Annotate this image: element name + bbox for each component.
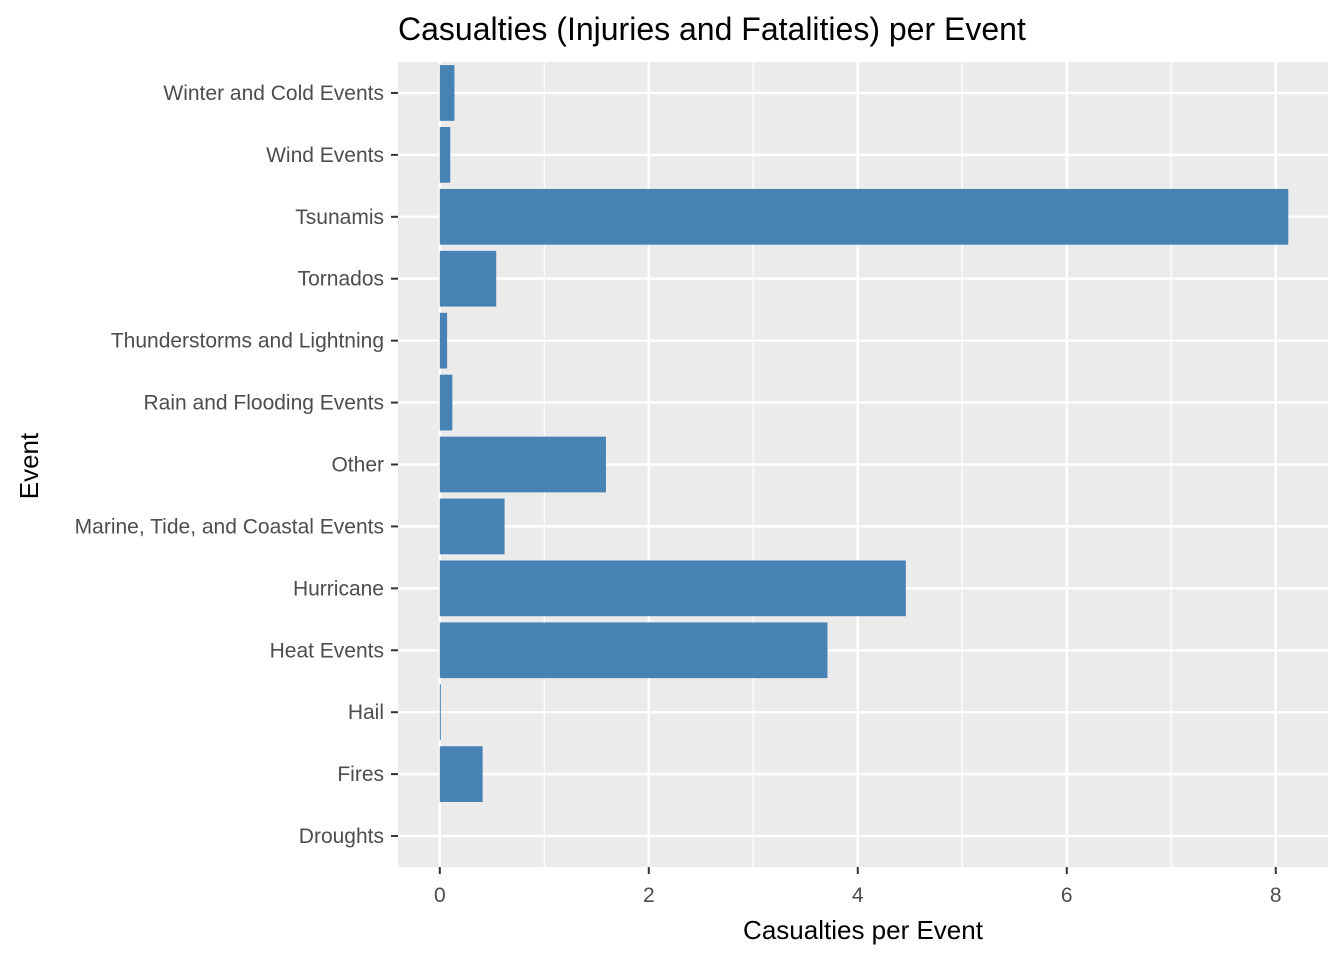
- y-tick-label: Tornados: [298, 268, 384, 291]
- y-tick-label: Hail: [348, 701, 384, 724]
- bar-other: [440, 437, 606, 493]
- y-tick-label: Other: [331, 454, 384, 477]
- y-tick-label: Hurricane: [293, 577, 384, 600]
- y-tick-label: Heat Events: [270, 639, 384, 662]
- y-tick-label: Fires: [337, 763, 384, 786]
- x-tick-label: 2: [643, 884, 655, 907]
- x-tick-label: 8: [1270, 884, 1282, 907]
- bar-fires: [440, 746, 483, 802]
- y-tick-label: Winter and Cold Events: [163, 82, 384, 105]
- bar-rain-and-flooding-events: [440, 375, 453, 431]
- bar-hail: [440, 684, 441, 740]
- bar-tsunamis: [440, 189, 1288, 245]
- x-axis-title: Casualties per Event: [743, 915, 984, 945]
- y-axis-title: Event: [14, 432, 44, 499]
- y-tick-label: Droughts: [299, 825, 384, 848]
- x-tick-label: 4: [852, 884, 864, 907]
- chart-title: Casualties (Injuries and Fatalities) per…: [398, 11, 1026, 47]
- x-axis: 0 2 4 6 8: [434, 867, 1282, 907]
- y-tick-label: Tsunamis: [295, 206, 384, 229]
- bar-tornados: [440, 251, 496, 307]
- y-tick-label: Rain and Flooding Events: [144, 392, 385, 415]
- x-tick-label: 0: [434, 884, 446, 907]
- y-tick-label: Marine, Tide, and Coastal Events: [75, 515, 384, 538]
- y-tick-label: Wind Events: [266, 144, 384, 167]
- bar-wind-events: [440, 127, 450, 183]
- bar-hurricane: [440, 560, 906, 616]
- bar-heat-events: [440, 622, 828, 678]
- bar-thunderstorms-and-lightning: [440, 313, 447, 369]
- x-tick-label: 6: [1061, 884, 1073, 907]
- y-axis: Droughts Fires Hail Heat Events Hurricane Mar…: [75, 82, 398, 848]
- y-tick-label: Thunderstorms and Lightning: [111, 330, 384, 353]
- bar-marine-tide-and-coastal-events: [440, 499, 505, 555]
- bar-winter-and-cold-events: [440, 65, 455, 121]
